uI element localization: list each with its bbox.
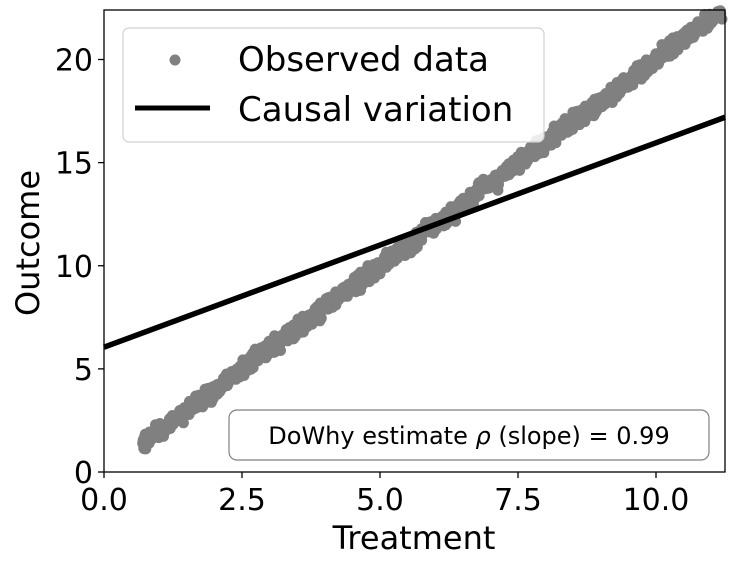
scatter-point: [605, 86, 617, 98]
scatter-point: [383, 253, 395, 265]
scatter-point: [140, 434, 151, 446]
scatter-point: [184, 397, 196, 409]
x-tick-label: 2.5: [218, 483, 266, 518]
scatter-point: [590, 97, 602, 109]
scatter-point: [411, 241, 423, 253]
scatter-point: [687, 27, 699, 39]
scatter-point: [574, 107, 586, 119]
scatter-point: [522, 147, 534, 159]
scatter-point: [613, 77, 625, 89]
legend-label-observed-data: Observed data: [238, 40, 489, 80]
scatter-point: [169, 410, 181, 422]
scatter-point: [481, 179, 493, 191]
scatter-point: [311, 301, 323, 313]
annotation-box: [228, 409, 710, 461]
legend-marker-observed-data: [169, 54, 181, 66]
scatter-point: [623, 76, 635, 88]
scatter-point: [239, 356, 251, 368]
y-tick-label: 20: [55, 44, 93, 79]
x-tick-label: 5.0: [356, 483, 404, 518]
x-tick-label: 10.0: [623, 483, 690, 518]
plot-frame: [103, 9, 726, 473]
scatter-point: [262, 349, 274, 360]
x-tick-label: 7.5: [494, 483, 542, 518]
scatter-point: [636, 67, 648, 79]
scatter-point: [333, 291, 345, 303]
scatter-point: [205, 388, 217, 400]
scatter-point: [507, 165, 519, 177]
y-axis-label: Outcome: [9, 170, 47, 316]
y-tick-label: 0: [74, 456, 93, 491]
scatter-point: [403, 242, 415, 254]
scatter-point: [462, 195, 473, 207]
scatter-point: [652, 58, 664, 70]
x-axis-label: Treatment: [332, 519, 496, 557]
legend-label-causal-variation: Causal variation: [238, 90, 513, 130]
annotation-suffix: (slope) = 0.99: [491, 422, 670, 450]
scatter-point: [490, 172, 502, 184]
scatter-point: [448, 204, 460, 215]
scatter-point: [348, 272, 360, 283]
causal-variation-line: [103, 114, 726, 350]
line-series-causal-variation: [103, 114, 726, 350]
y-tick-label: 5: [74, 353, 93, 388]
scatter-point: [574, 119, 585, 131]
scatter-point: [659, 45, 671, 57]
y-tick-label: 15: [55, 147, 93, 182]
scatter-point: [363, 275, 375, 287]
scatter-point: [326, 299, 338, 311]
y-axis-ticks: 0 5 10 15 20: [55, 44, 104, 491]
scatter-point: [301, 321, 313, 333]
scatter-point: [273, 332, 284, 344]
x-axis-ticks: 0.0 2.5 5.0 7.5 10.0: [80, 472, 689, 518]
scatter-point: [154, 418, 166, 429]
scatter-point: [250, 351, 262, 363]
scatter-point: [667, 45, 679, 57]
scatter-point: [222, 375, 234, 387]
scatter-point: [308, 311, 320, 323]
legend-box: [122, 27, 545, 143]
estimate-annotation: DoWhy estimate ρ (slope) = 0.99: [228, 409, 710, 461]
y-tick-label: 10: [55, 250, 93, 285]
annotation-prefix: DoWhy estimate: [268, 422, 475, 450]
scatter-point: [703, 15, 715, 27]
scatter-point: [676, 36, 688, 48]
scatter-point: [365, 264, 377, 276]
scatter-series-observed-data: [137, 5, 728, 455]
scatter-point: [544, 135, 556, 147]
scatter-point: [235, 366, 247, 378]
annotation-text: DoWhy estimate ρ (slope) = 0.99: [268, 422, 669, 450]
legend: Observed data Causal variation: [122, 27, 545, 143]
scatter-point: [713, 7, 725, 19]
x-tick-label: 0.0: [80, 483, 128, 518]
scatter-point: [296, 313, 308, 325]
annotation-symbol: ρ: [475, 422, 490, 450]
scatter-point: [289, 322, 301, 333]
